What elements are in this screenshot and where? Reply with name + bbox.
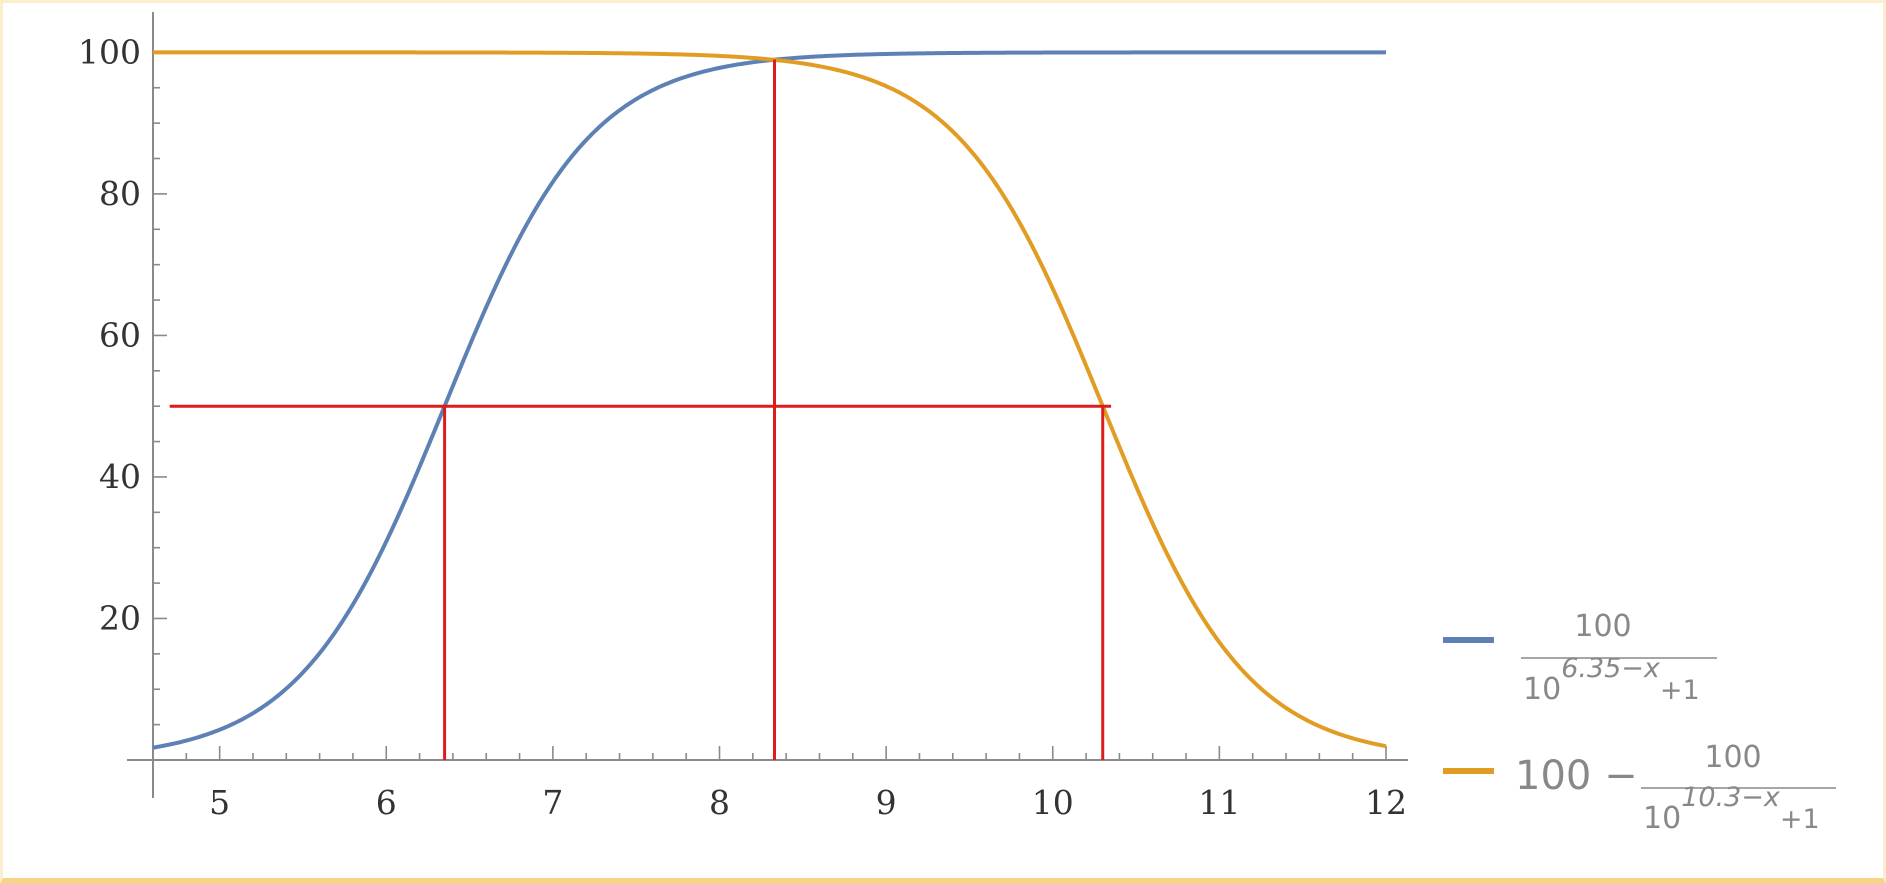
- series-lines: [152, 50, 1387, 750]
- x-tick-label: 6: [376, 783, 397, 822]
- tick-marks: [152, 51, 1387, 761]
- reference-lines: [169, 59, 1112, 760]
- series-line-2: [153, 50, 1387, 749]
- x-tick-label: 8: [709, 783, 730, 822]
- legend-denominator: 106.35−x+1: [1523, 653, 1700, 707]
- y-tick-label: 100: [78, 32, 141, 71]
- x-tick-label: 10: [1032, 783, 1074, 822]
- y-tick-label: 80: [99, 174, 141, 213]
- y-tick-label: 60: [99, 315, 141, 354]
- x-tick-label: 5: [209, 783, 230, 822]
- x-tick-label: 12: [1365, 783, 1407, 822]
- series-line-1: [152, 50, 1386, 750]
- x-tick-label: 11: [1198, 783, 1240, 822]
- legend-prefix: 100 −: [1515, 753, 1638, 799]
- x-tick-label: 9: [876, 783, 897, 822]
- legend-denominator: 1010.3−x+1: [1643, 782, 1820, 836]
- legend-numerator: 100: [1704, 740, 1761, 775]
- legend-numerator: 100: [1574, 609, 1631, 644]
- axes: [127, 12, 1408, 798]
- y-tick-label: 40: [99, 457, 141, 496]
- x-tick-label: 7: [542, 783, 563, 822]
- y-tick-label: 20: [99, 598, 141, 637]
- tick-labels: 5 6 7 8 9 10 11 12 20 40 60 80 100: [78, 32, 1407, 822]
